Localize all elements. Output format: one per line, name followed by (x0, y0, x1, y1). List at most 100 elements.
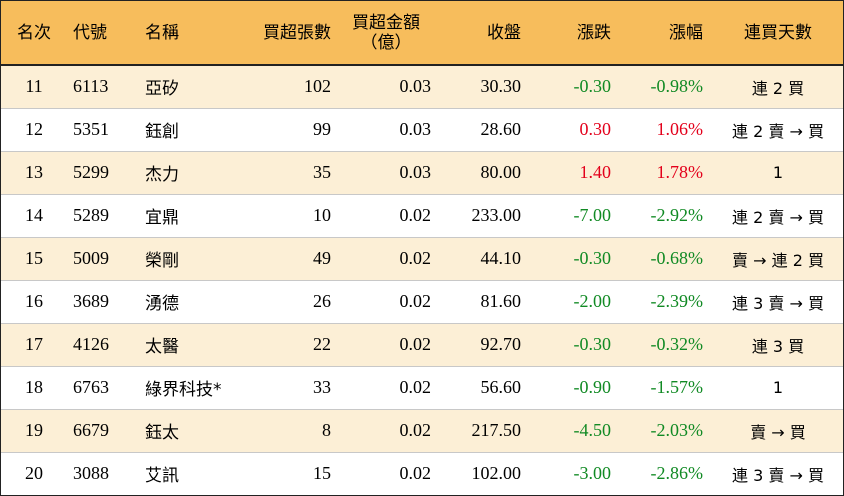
cell-days: 連 3 賣 → 買 (713, 280, 843, 324)
cell-days: 連 2 買 (713, 65, 843, 109)
header-pct[interactable]: 漲幅 (621, 1, 713, 66)
cell-rank: 17 (1, 323, 67, 367)
table-row[interactable]: 16 3689 湧德 26 0.02 81.60 -2.00 -2.39% 連 … (1, 280, 843, 324)
cell-code: 3689 (67, 280, 133, 324)
cell-rank: 11 (1, 65, 67, 109)
cell-change: 1.40 (531, 151, 621, 195)
cell-days: 連 3 賣 → 買 (732, 465, 824, 485)
table-body: 11 6113 亞矽 102 0.03 30.30 -0.30 -0.98% 連… (1, 65, 843, 495)
header-net-amount-line1: 買超金額 (352, 12, 420, 33)
cell-net-amount: 0.03 (341, 151, 441, 195)
cell-change: -0.90 (531, 366, 621, 410)
header-net-lots[interactable]: 買超張數 (253, 1, 341, 66)
table-row[interactable]: 14 5289 宜鼎 10 0.02 233.00 -7.00 -2.92% 連… (1, 194, 843, 238)
header-code[interactable]: 代號 (67, 1, 133, 66)
cell-pct: -2.92% (621, 194, 713, 238)
cell-net-amount: 0.02 (341, 237, 441, 281)
cell-net-lots: 22 (253, 323, 341, 367)
cell-pct: -0.32% (621, 323, 713, 367)
cell-change: -2.00 (531, 280, 621, 324)
table-row[interactable]: 12 5351 鈺創 99 0.03 28.60 0.30 1.06% 連 2 … (1, 108, 843, 152)
cell-code: 6763 (67, 366, 133, 410)
cell-name: 宜鼎 (133, 194, 253, 238)
header-rank[interactable]: 名次 (1, 1, 67, 66)
cell-code: 5351 (67, 108, 133, 152)
cell-code: 3088 (73, 463, 109, 484)
cell-pct: -2.39% (621, 280, 713, 324)
cell-days: 連 2 賣 → 買 (713, 194, 843, 238)
cell-code: 5009 (67, 237, 133, 281)
cell-change: 0.30 (531, 108, 621, 152)
cell-net-lots: 33 (253, 366, 341, 410)
cell-change: -0.30 (531, 323, 621, 367)
cell-net-lots: 49 (253, 237, 341, 281)
cell-rank: 14 (1, 194, 67, 238)
cell-pct: 1.06% (621, 108, 713, 152)
table-row[interactable]: 20 3088 艾訊 15 0.02 102.00 -3.00 -2.86% 連… (1, 452, 843, 495)
cell-days: 賣 → 連 2 買 (713, 237, 843, 281)
cell-close: 80.00 (441, 151, 531, 195)
cell-days: 賣 → 買 (713, 409, 843, 453)
cell-net-lots: 26 (253, 280, 341, 324)
cell-net-amount: 0.02 (341, 409, 441, 453)
cell-net-amount: 0.02 (341, 323, 441, 367)
cell-net-amount: 0.03 (341, 65, 441, 109)
cell-days: 連 2 賣 → 買 (713, 108, 843, 152)
cell-code: 5299 (67, 151, 133, 195)
cell-name: 鈺太 (133, 409, 253, 453)
header-net-amount-line2: （億） (360, 32, 412, 53)
cell-close: 28.60 (441, 108, 531, 152)
table-row[interactable]: 11 6113 亞矽 102 0.03 30.30 -0.30 -0.98% 連… (1, 65, 843, 109)
cell-rank: 20 (25, 463, 43, 484)
cell-close: 30.30 (441, 65, 531, 109)
cell-net-amount: 0.02 (341, 194, 441, 238)
cell-net-lots: 8 (253, 409, 341, 453)
header-days[interactable]: 連買天數 (713, 1, 843, 66)
cell-net-lots: 15 (313, 463, 331, 484)
cell-close: 102.00 (471, 463, 522, 484)
cell-pct: -0.68% (621, 237, 713, 281)
cell-days: 連 3 買 (713, 323, 843, 367)
cell-rank: 13 (1, 151, 67, 195)
cell-rank: 18 (1, 366, 67, 410)
cell-change: -4.50 (531, 409, 621, 453)
header-name[interactable]: 名稱 (133, 1, 253, 66)
cell-net-amount: 0.02 (399, 463, 432, 484)
cell-close: 44.10 (441, 237, 531, 281)
cell-net-lots: 10 (253, 194, 341, 238)
cell-name: 艾訊 (145, 466, 179, 487)
cell-pct: -0.98% (621, 65, 713, 109)
cell-name: 亞矽 (133, 65, 253, 109)
table-row[interactable]: 15 5009 榮剛 49 0.02 44.10 -0.30 -0.68% 賣 … (1, 237, 843, 281)
header-change[interactable]: 漲跌 (531, 1, 621, 66)
table-row[interactable]: 13 5299 杰力 35 0.03 80.00 1.40 1.78% 1 (1, 151, 843, 195)
cell-change: -7.00 (531, 194, 621, 238)
cell-code: 6679 (67, 409, 133, 453)
cell-rank: 15 (1, 237, 67, 281)
cell-rank: 12 (1, 108, 67, 152)
cell-close: 217.50 (441, 409, 531, 453)
cell-name: 湧德 (133, 280, 253, 324)
header-net-amount[interactable]: 買超金額 （億） (341, 1, 441, 66)
table-row[interactable]: 17 4126 太醫 22 0.02 92.70 -0.30 -0.32% 連 … (1, 323, 843, 367)
header-row: 名次 代號 名稱 買超張數 買超金額 （億） 收盤 漲跌 漲幅 連買天數 (1, 1, 843, 66)
cell-net-lots: 99 (253, 108, 341, 152)
cell-net-lots: 102 (253, 65, 341, 109)
cell-change: -3.00 (573, 463, 612, 484)
cell-change: -0.30 (531, 65, 621, 109)
cell-code: 4126 (67, 323, 133, 367)
cell-name: 太醫 (133, 323, 253, 367)
cell-days: 1 (713, 366, 843, 410)
table-row[interactable]: 18 6763 綠界科技* 33 0.02 56.60 -0.90 -1.57%… (1, 366, 843, 410)
cell-net-amount: 0.03 (341, 108, 441, 152)
cell-name: 榮剛 (133, 237, 253, 281)
header-close[interactable]: 收盤 (441, 1, 531, 66)
cell-code: 6113 (67, 65, 133, 109)
cell-close: 233.00 (441, 194, 531, 238)
cell-pct: -2.03% (621, 409, 713, 453)
cell-name: 綠界科技* (133, 366, 253, 410)
cell-net-amount: 0.02 (341, 366, 441, 410)
table-row[interactable]: 19 6679 鈺太 8 0.02 217.50 -4.50 -2.03% 賣 … (1, 409, 843, 453)
